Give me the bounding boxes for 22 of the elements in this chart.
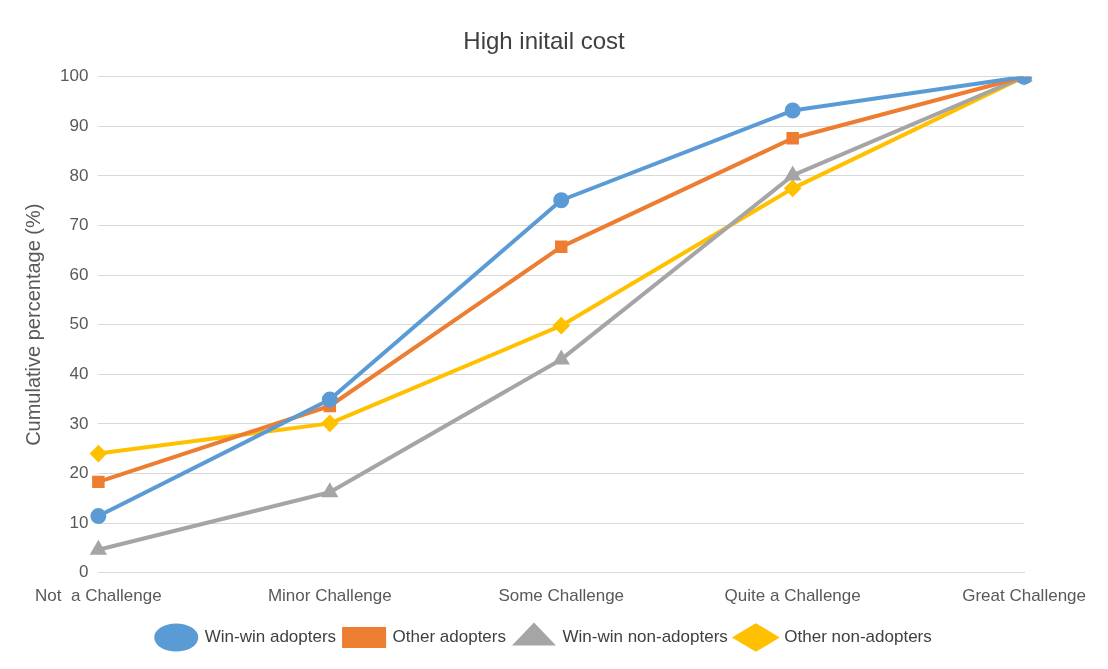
x-tick-label: Not a Challenge <box>35 586 162 606</box>
x-tick-label: Some Challenge <box>498 586 625 606</box>
legend-label: Other non-adopters <box>784 627 932 647</box>
y-tick-label: 90 <box>69 116 89 136</box>
x-tick-label: Great Challenge <box>962 586 1087 606</box>
chart-title: High initail cost <box>463 27 626 55</box>
y-tick-label: 70 <box>69 215 89 235</box>
y-tick-label: 100 <box>59 66 89 86</box>
y-tick-label: 20 <box>69 463 89 483</box>
legend-label: Win-win adopters <box>204 627 337 647</box>
y-tick-label: 80 <box>69 165 89 185</box>
legend-label: Win-win non-adopters <box>562 627 728 647</box>
y-tick-label: 10 <box>69 512 89 532</box>
y-tick-label: 60 <box>69 264 89 284</box>
x-tick-label: Minor Challenge <box>267 586 392 606</box>
y-axis-title: Cumulative percentage (%) <box>21 203 44 446</box>
y-tick-label: 0 <box>78 562 89 582</box>
legend-label: Other adopters <box>392 627 506 647</box>
y-tick-label: 30 <box>69 413 89 433</box>
x-tick-label: Quite a Challenge <box>724 586 861 606</box>
y-tick-label: 50 <box>69 314 89 334</box>
y-tick-label: 40 <box>69 363 89 383</box>
